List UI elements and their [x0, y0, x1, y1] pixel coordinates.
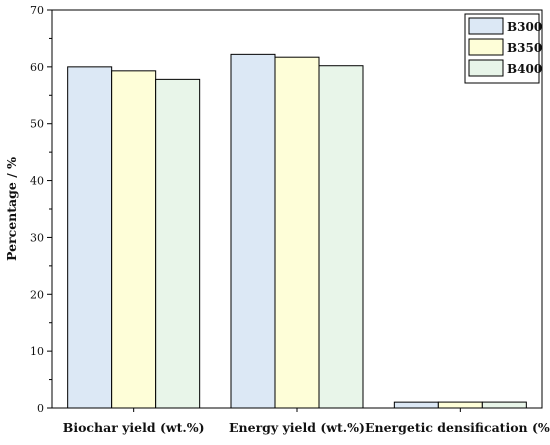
y-tick-label: 30	[30, 231, 44, 244]
x-axis: Biochar yield (wt.%) Energy yield (wt.%) E…	[63, 408, 550, 435]
x-tick-label: Energetic densification (%)	[365, 420, 550, 435]
bar-b400	[155, 78, 201, 409]
bar-b350	[111, 70, 157, 409]
bar-b300	[67, 66, 113, 409]
bar-b350	[274, 56, 320, 409]
x-tick-label: Energy yield (wt.%)	[229, 420, 365, 435]
legend-swatch-b400	[468, 59, 504, 77]
legend-label-b300: B300	[507, 20, 542, 34]
x-tick-label: Biochar yield (wt.%)	[63, 420, 205, 435]
y-tick-label: 40	[30, 175, 44, 188]
legend-label-b400: B400	[507, 62, 542, 76]
legend-swatch-b300	[468, 17, 504, 35]
bar-b400	[318, 65, 364, 409]
legend: B300 B350 B400	[464, 13, 542, 84]
y-tick-label: 60	[30, 61, 44, 74]
bars	[67, 53, 527, 409]
y-tick-label: 20	[30, 288, 44, 301]
y-tick-label: 10	[30, 345, 44, 358]
bar-b300	[230, 53, 276, 409]
y-tick-label: 0	[37, 402, 44, 415]
legend-label-b350: B350	[507, 41, 542, 55]
bar-b350	[437, 401, 483, 409]
y-axis: 0 10 20 30 40 50 60 70	[30, 4, 52, 415]
y-tick-label: 70	[30, 4, 44, 17]
bar-b400	[481, 401, 527, 409]
legend-swatch-b350	[468, 38, 504, 56]
y-tick-label: 50	[30, 118, 44, 131]
bar-b300	[393, 401, 439, 409]
y-axis-title: Percentage / %	[4, 157, 19, 261]
